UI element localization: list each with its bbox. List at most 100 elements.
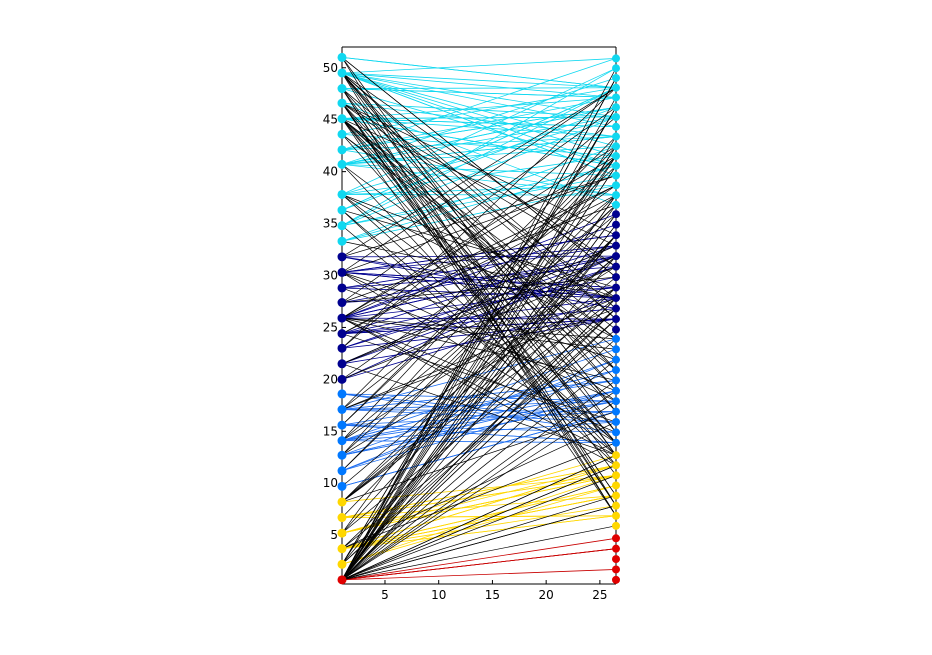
y-tick-label: 10: [323, 476, 338, 490]
right-node-marker: [612, 162, 620, 170]
right-node-marker: [612, 335, 620, 343]
left-node-marker: [338, 114, 347, 123]
connection-line-cyan: [342, 89, 616, 98]
y-tick-label: 15: [323, 424, 338, 438]
right-node-marker: [612, 113, 620, 121]
connection-line-navy: [342, 256, 616, 257]
left-node-marker: [338, 359, 347, 368]
right-node-marker: [612, 294, 620, 302]
left-node-marker: [338, 544, 347, 553]
left-node-marker: [338, 497, 347, 506]
left-node-marker: [338, 482, 347, 491]
right-node-marker: [612, 408, 620, 416]
right-node-marker: [612, 522, 620, 530]
right-node-marker: [612, 326, 620, 334]
right-node-marker: [612, 565, 620, 573]
connection-line-red: [342, 538, 616, 580]
right-node-marker: [612, 418, 620, 426]
connection-lines: [342, 57, 616, 579]
left-node-marker: [338, 560, 347, 569]
right-node-marker: [612, 387, 620, 395]
y-tick-label: 20: [323, 372, 338, 386]
right-node-marker: [612, 481, 620, 489]
y-tick-label: 25: [323, 320, 338, 334]
left-node-marker: [338, 206, 347, 215]
right-node-marker: [612, 376, 620, 384]
connection-line-red: [342, 569, 616, 579]
x-tick-label: 20: [539, 588, 554, 602]
right-node-marker: [612, 315, 620, 323]
left-node-marker: [338, 298, 347, 307]
right-node-marker: [612, 273, 620, 281]
left-node-marker: [338, 344, 347, 353]
right-node-marker: [612, 555, 620, 563]
left-node-marker: [338, 130, 347, 139]
right-node-marker: [612, 451, 620, 459]
right-node-marker: [612, 439, 620, 447]
left-node-marker: [338, 329, 347, 338]
right-node-marker: [612, 284, 620, 292]
left-node-marker: [338, 221, 347, 230]
left-node-marker: [338, 145, 347, 154]
right-node-marker: [612, 84, 620, 92]
right-node-marker: [612, 512, 620, 520]
y-tick-label: 40: [323, 165, 338, 179]
right-node-marker: [612, 142, 620, 150]
right-node-marker: [612, 242, 620, 250]
right-node-marker: [612, 201, 620, 209]
left-node-marker: [338, 513, 347, 522]
right-node-marker: [612, 545, 620, 553]
left-node-marker: [338, 314, 347, 323]
y-tick-label: 5: [330, 528, 338, 542]
left-node-marker: [338, 160, 347, 169]
y-tick-label: 50: [323, 61, 338, 75]
connection-line-cyan: [342, 68, 616, 225]
right-node-marker: [612, 133, 620, 141]
right-node-marker: [612, 534, 620, 542]
left-node-marker: [338, 529, 347, 538]
right-node-marker: [612, 231, 620, 239]
left-node-marker: [338, 190, 347, 199]
y-tick-label: 30: [323, 269, 338, 283]
connection-line-yellow: [342, 455, 616, 533]
left-node-marker: [338, 84, 347, 93]
left-node-marker: [338, 466, 347, 475]
right-node-marker: [612, 181, 620, 189]
left-node-marker: [338, 436, 347, 445]
right-node-marker: [612, 93, 620, 101]
right-node-marker: [612, 191, 620, 199]
connection-line-yellow: [342, 475, 616, 517]
right-node-marker: [612, 64, 620, 72]
left-node-marker: [338, 53, 347, 62]
left-node-marker: [338, 68, 347, 77]
right-node-marker: [612, 152, 620, 160]
right-node-marker: [612, 252, 620, 260]
right-node-marker: [612, 74, 620, 82]
left-node-marker: [338, 375, 347, 384]
left-node-marker: [338, 389, 347, 398]
connection-line-cross: [342, 205, 616, 303]
y-tick-label: 35: [323, 217, 338, 231]
left-node-marker: [338, 421, 347, 430]
y-tick-label: 45: [323, 113, 338, 127]
right-node-marker: [612, 576, 620, 584]
right-node-marker: [612, 397, 620, 405]
left-node-marker: [338, 268, 347, 277]
left-node-marker: [338, 237, 347, 246]
right-node-marker: [612, 356, 620, 364]
right-node-marker: [612, 103, 620, 111]
right-node-marker: [612, 492, 620, 500]
left-node-marker: [338, 99, 347, 108]
right-node-marker: [612, 263, 620, 271]
right-node-marker: [612, 221, 620, 229]
right-node-marker: [612, 172, 620, 180]
left-node-marker: [338, 283, 347, 292]
left-node-marker: [338, 575, 347, 584]
right-node-marker: [612, 471, 620, 479]
left-node-marker: [338, 405, 347, 414]
right-node-marker: [612, 428, 620, 436]
x-tick-label: 15: [485, 588, 500, 602]
right-node-marker: [612, 345, 620, 353]
connection-line-cyan: [342, 58, 616, 73]
